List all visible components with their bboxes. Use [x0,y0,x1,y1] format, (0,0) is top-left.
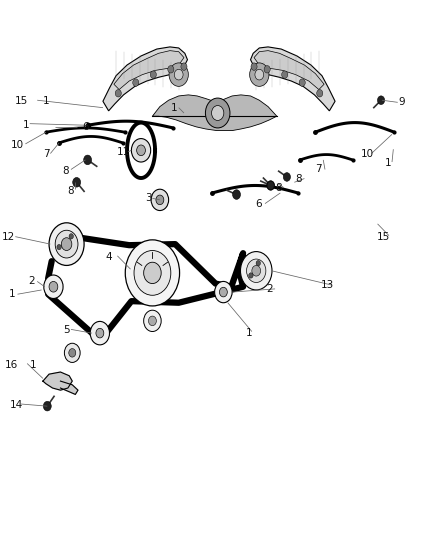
Circle shape [57,245,61,250]
Circle shape [317,90,323,97]
Text: 12: 12 [2,232,15,242]
Text: 2: 2 [28,277,35,286]
Circle shape [215,281,232,303]
Text: 8: 8 [275,183,282,192]
Text: 6: 6 [255,199,262,208]
Text: 16: 16 [4,360,18,370]
Text: 1: 1 [384,158,391,167]
Text: 7: 7 [42,149,49,158]
Text: 10: 10 [11,140,24,150]
Circle shape [125,240,180,306]
Circle shape [44,275,63,298]
Circle shape [174,69,183,80]
Polygon shape [127,123,155,178]
Text: 1: 1 [42,96,49,106]
Text: 8: 8 [295,174,302,183]
Text: 5: 5 [63,326,70,335]
Circle shape [144,262,161,284]
Text: 6: 6 [82,122,89,132]
Circle shape [115,90,121,97]
Text: 8: 8 [67,186,74,196]
Circle shape [151,189,169,211]
Text: 9: 9 [399,98,406,107]
Circle shape [247,259,266,282]
Circle shape [69,233,74,239]
Polygon shape [103,47,187,111]
Text: 1: 1 [171,103,178,112]
Circle shape [96,328,104,338]
Circle shape [148,316,156,326]
Circle shape [84,155,92,165]
Circle shape [90,321,110,345]
Circle shape [256,261,261,266]
Circle shape [64,343,80,362]
Circle shape [168,66,174,73]
Text: 8: 8 [62,166,69,175]
Circle shape [378,96,385,104]
Circle shape [133,79,139,86]
Circle shape [233,190,240,199]
Text: 11: 11 [117,147,130,157]
Polygon shape [251,47,335,111]
Circle shape [249,273,253,278]
Circle shape [299,79,305,86]
Text: 1: 1 [9,289,16,299]
Circle shape [55,230,78,258]
Circle shape [251,63,257,70]
Text: 7: 7 [315,165,322,174]
Circle shape [69,349,76,357]
Polygon shape [43,372,72,390]
Circle shape [134,251,171,295]
Circle shape [283,173,290,181]
Circle shape [144,310,161,332]
Circle shape [181,63,187,70]
Circle shape [49,223,84,265]
Polygon shape [254,51,324,90]
Circle shape [43,401,51,411]
Circle shape [73,177,81,187]
Circle shape [264,66,270,73]
Text: 10: 10 [360,149,374,158]
Text: 1: 1 [29,360,36,370]
Circle shape [282,71,288,78]
Text: 4: 4 [105,252,112,262]
Text: 15: 15 [15,96,28,106]
Polygon shape [60,381,78,394]
Circle shape [169,63,188,86]
Circle shape [267,181,275,190]
Text: 2: 2 [266,284,273,294]
Text: 1: 1 [245,328,252,338]
Polygon shape [152,95,277,131]
Circle shape [150,71,156,78]
Circle shape [156,195,164,205]
Text: 3: 3 [145,193,152,203]
Circle shape [49,281,58,292]
Polygon shape [114,51,184,90]
Circle shape [250,63,269,86]
Circle shape [252,265,261,276]
Circle shape [212,106,224,120]
Circle shape [61,238,72,251]
Text: 1: 1 [23,120,30,130]
Circle shape [267,181,274,190]
Circle shape [137,145,145,156]
Circle shape [131,139,151,162]
Circle shape [255,69,264,80]
Text: 15: 15 [377,232,390,242]
Circle shape [205,98,230,128]
Text: 14: 14 [10,400,23,410]
Circle shape [240,252,272,290]
Circle shape [219,287,227,297]
Text: 13: 13 [321,280,334,290]
